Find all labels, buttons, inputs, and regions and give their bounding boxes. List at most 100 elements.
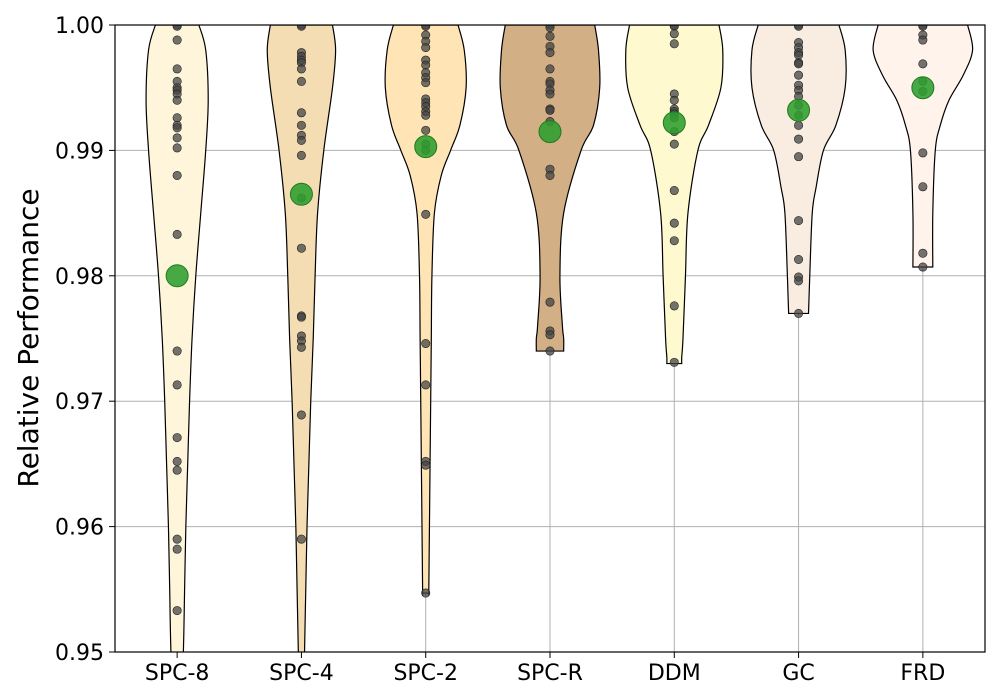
- data-point: [794, 25, 804, 31]
- data-point: [669, 218, 679, 228]
- data-point: [172, 95, 182, 105]
- data-point: [172, 380, 182, 390]
- data-point: [421, 25, 431, 31]
- data-point: [172, 35, 182, 45]
- data-point: [794, 308, 804, 318]
- y-tick-label: 0.95: [55, 641, 104, 666]
- data-point: [794, 59, 804, 69]
- violin-layer: [145, 25, 974, 652]
- data-point: [296, 243, 306, 253]
- data-point: [669, 236, 679, 246]
- y-tick-label: 1.00: [55, 14, 104, 39]
- data-point: [296, 64, 306, 74]
- data-point: [172, 456, 182, 466]
- x-tick-label-spc-8: SPC-8: [145, 661, 210, 686]
- data-point: [296, 342, 306, 352]
- data-point: [669, 39, 679, 49]
- data-point: [545, 105, 555, 115]
- data-point: [172, 346, 182, 356]
- data-point: [545, 25, 555, 33]
- data-point: [421, 588, 431, 598]
- mean-marker-spc-r: [538, 120, 562, 144]
- data-point: [172, 229, 182, 239]
- data-point: [545, 31, 555, 41]
- data-point: [794, 70, 804, 80]
- data-point: [918, 148, 928, 158]
- data-point: [918, 182, 928, 192]
- data-point: [172, 433, 182, 443]
- data-point: [545, 330, 555, 340]
- data-point: [421, 43, 431, 53]
- data-point: [421, 125, 431, 135]
- y-tick-label: 0.96: [55, 516, 104, 541]
- data-point: [296, 120, 306, 130]
- data-point: [918, 248, 928, 258]
- mean-marker-ddm: [662, 111, 686, 135]
- data-point: [794, 134, 804, 144]
- data-point: [669, 357, 679, 367]
- data-point: [172, 64, 182, 74]
- data-point: [669, 29, 679, 39]
- y-tick-label: 0.99: [55, 139, 104, 164]
- data-point: [545, 48, 555, 58]
- data-point: [172, 544, 182, 554]
- data-point: [296, 25, 306, 31]
- data-point: [172, 113, 182, 123]
- data-point: [794, 152, 804, 162]
- data-point: [296, 534, 306, 544]
- data-point: [421, 60, 431, 70]
- data-point: [296, 108, 306, 118]
- data-point: [794, 254, 804, 264]
- data-point: [545, 64, 555, 74]
- data-point: [545, 297, 555, 307]
- data-point: [918, 25, 928, 31]
- data-point: [545, 346, 555, 356]
- data-point: [296, 312, 306, 322]
- x-tick-label-spc-4: SPC-4: [269, 661, 334, 686]
- violin-spc-8: [145, 25, 209, 652]
- data-point: [794, 50, 804, 60]
- data-point: [669, 186, 679, 196]
- data-point: [296, 410, 306, 420]
- x-tick-label-frd: FRD: [900, 661, 945, 686]
- data-point: [794, 216, 804, 226]
- y-axis-label: Relative Performance: [12, 188, 45, 487]
- data-point: [918, 59, 928, 69]
- violin-frd: [872, 25, 974, 268]
- x-tick-label-ddm: DDM: [648, 661, 701, 686]
- data-point: [172, 170, 182, 180]
- data-point: [421, 460, 431, 470]
- mean-marker-spc-2: [414, 135, 438, 159]
- data-point: [794, 276, 804, 286]
- data-point: [421, 78, 431, 88]
- x-tick-label-gc: GC: [782, 661, 814, 686]
- data-point: [421, 209, 431, 219]
- data-point: [172, 534, 182, 544]
- x-tick-label-spc-r: SPC-R: [517, 661, 583, 686]
- y-tick-label: 0.97: [55, 390, 104, 415]
- data-point: [918, 35, 928, 45]
- data-point: [421, 110, 431, 120]
- data-point: [172, 465, 182, 475]
- mean-marker-gc: [787, 98, 811, 122]
- data-point: [172, 123, 182, 133]
- data-point: [296, 150, 306, 160]
- data-point: [296, 76, 306, 86]
- data-point: [172, 133, 182, 143]
- y-tick-label: 0.98: [55, 265, 104, 290]
- data-point: [669, 95, 679, 105]
- data-point: [794, 120, 804, 130]
- data-point: [669, 139, 679, 149]
- x-tick-label-spc-2: SPC-2: [393, 661, 458, 686]
- data-point: [172, 606, 182, 616]
- mean-marker-spc-4: [289, 182, 313, 206]
- data-point: [172, 25, 182, 31]
- mean-marker-spc-8: [165, 264, 189, 288]
- data-point: [421, 380, 431, 390]
- data-point: [421, 339, 431, 349]
- tick-layer: 0.95 0.96 0.97 0.98 0.99 1.00 SPC-8 SPC-4 SPC-2 S…: [55, 14, 945, 686]
- violin-gc: [750, 25, 847, 315]
- data-point: [545, 89, 555, 99]
- point-layer: [165, 25, 935, 616]
